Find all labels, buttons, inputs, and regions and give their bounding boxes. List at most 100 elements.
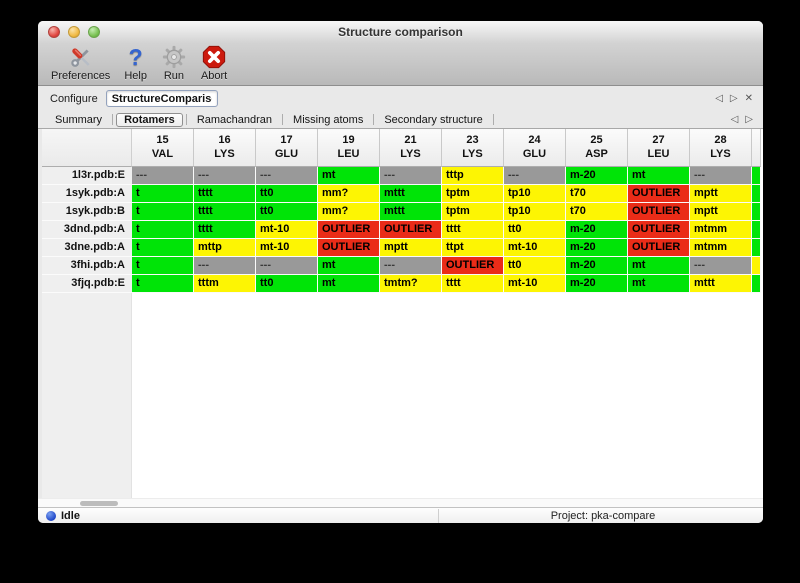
rotamer-cell[interactable]: tt0 [256, 275, 318, 293]
rotamer-cell[interactable]: ttpt [442, 239, 504, 257]
rotamer-cell[interactable]: tttt [194, 221, 256, 239]
row-label[interactable]: 3dne.pdb:A [42, 239, 132, 257]
rotamer-cell[interactable]: --- [690, 257, 752, 275]
rotamer-cell[interactable]: mt [318, 275, 380, 293]
rotamer-cell[interactable]: mttp [194, 239, 256, 257]
rotamer-cell[interactable]: mt [628, 167, 690, 185]
next-configure-icon[interactable]: ▷ [729, 92, 738, 104]
column-header[interactable]: 16 LYS [194, 129, 256, 167]
rotamer-cell[interactable]: --- [194, 257, 256, 275]
close-configure-icon[interactable]: ✕ [744, 92, 753, 104]
prev-tab-icon[interactable]: ◁ [730, 113, 739, 125]
rotamer-cell[interactable]: tttt [442, 275, 504, 293]
rotamer-cell[interactable]: mt-10 [256, 239, 318, 257]
row-label[interactable]: 1syk.pdb:A [42, 185, 132, 203]
rotamer-cell[interactable]: tttt [442, 221, 504, 239]
rotamer-cell[interactable]: mttt [690, 275, 752, 293]
rotamer-cell[interactable]: tttm [194, 275, 256, 293]
rotamer-cell[interactable]: t70 [566, 185, 628, 203]
rotamer-cell[interactable]: mtmm [690, 239, 752, 257]
rotamer-cell[interactable]: mttt [380, 185, 442, 203]
column-header[interactable]: 28 LYS [690, 129, 752, 167]
rotamer-cell[interactable]: OUTLIER [318, 221, 380, 239]
rotamer-cell[interactable]: mptt [380, 239, 442, 257]
rotamer-cell[interactable]: tt0 [504, 257, 566, 275]
rotamer-cell[interactable]: mt [628, 257, 690, 275]
rotamer-cell[interactable]: t [132, 257, 194, 275]
column-header[interactable]: 25 ASP [566, 129, 628, 167]
rotamer-cell[interactable]: --- [132, 167, 194, 185]
row-label[interactable]: 3fhi.pdb:A [42, 257, 132, 275]
tab-missing-atoms[interactable]: Missing atoms [293, 113, 364, 126]
rotamer-cell[interactable]: mt-10 [504, 275, 566, 293]
rotamer-cell[interactable]: tt0 [256, 203, 318, 221]
rotamer-cell[interactable]: t [132, 239, 194, 257]
column-header[interactable]: 24 GLU [504, 129, 566, 167]
rotamer-cell[interactable]: mptt [690, 185, 752, 203]
column-header[interactable]: 19 LEU [318, 129, 380, 167]
rotamer-cell[interactable]: t [132, 185, 194, 203]
rotamer-cell[interactable]: OUTLIER [628, 185, 690, 203]
rotamer-cell[interactable]: tp10 [504, 185, 566, 203]
rotamer-cell[interactable]: tttt [194, 185, 256, 203]
zoom-window-button[interactable] [88, 26, 100, 38]
column-header[interactable]: 21 LYS [380, 129, 442, 167]
rotamer-cell[interactable]: m-20 [566, 221, 628, 239]
rotamer-cell[interactable]: OUTLIER [380, 221, 442, 239]
horizontal-scrollbar[interactable] [38, 498, 763, 507]
rotamer-cell[interactable]: OUTLIER [318, 239, 380, 257]
rotamer-cell[interactable]: t [132, 203, 194, 221]
help-button[interactable]: ? Help [119, 43, 152, 83]
rotamer-cell[interactable]: mt [628, 275, 690, 293]
rotamer-cell[interactable]: t70 [566, 203, 628, 221]
rotamer-cell[interactable]: --- [256, 167, 318, 185]
rotamer-cell[interactable]: tp10 [504, 203, 566, 221]
rotamer-cell[interactable]: OUTLIER [442, 257, 504, 275]
row-label[interactable]: 3fjq.pdb:E [42, 275, 132, 293]
prev-configure-icon[interactable]: ◁ [715, 92, 723, 104]
rotamer-cell[interactable]: --- [256, 257, 318, 275]
rotamer-cell[interactable]: m-20 [566, 257, 628, 275]
rotamer-cell[interactable]: --- [380, 167, 442, 185]
column-header[interactable]: 27 LEU [628, 129, 690, 167]
rotamer-cell[interactable]: tt0 [256, 185, 318, 203]
rotamer-cell[interactable]: --- [380, 257, 442, 275]
close-window-button[interactable] [48, 26, 60, 38]
rotamer-cell[interactable]: mm? [318, 185, 380, 203]
rotamer-cell[interactable]: t [132, 275, 194, 293]
row-label[interactable]: 1syk.pdb:B [42, 203, 132, 221]
rotamer-cell[interactable]: t [132, 221, 194, 239]
column-header[interactable]: 23 LYS [442, 129, 504, 167]
rotamer-cell[interactable]: mtmm [690, 221, 752, 239]
run-button[interactable]: Run [156, 43, 192, 83]
scrollbar-thumb[interactable] [80, 501, 118, 506]
rotamer-cell[interactable]: m-20 [566, 275, 628, 293]
tab-summary[interactable]: Summary [55, 113, 103, 126]
rotamer-cell[interactable]: mttt [380, 203, 442, 221]
rotamer-cell[interactable]: OUTLIER [628, 203, 690, 221]
minimize-window-button[interactable] [68, 26, 80, 38]
abort-button[interactable]: Abort [196, 43, 232, 83]
rotamer-cell[interactable]: mm? [318, 203, 380, 221]
rotamer-cell[interactable]: --- [690, 167, 752, 185]
configure-name-input[interactable] [105, 90, 218, 107]
column-header[interactable]: 17 GLU [256, 129, 318, 167]
rotamer-cell[interactable]: OUTLIER [628, 239, 690, 257]
rotamer-cell[interactable]: --- [504, 167, 566, 185]
rotamer-cell[interactable]: m-20 [566, 167, 628, 185]
rotamer-cell[interactable]: --- [194, 167, 256, 185]
rotamer-cell[interactable]: mt [318, 257, 380, 275]
preferences-button[interactable]: Preferences [46, 43, 115, 83]
tab-rotamers[interactable]: Rotamers [116, 112, 183, 127]
row-label[interactable]: 1l3r.pdb:E [42, 167, 132, 185]
rotamer-cell[interactable]: mptt [690, 203, 752, 221]
rotamer-cell[interactable]: mt-10 [256, 221, 318, 239]
next-tab-icon[interactable]: ▷ [745, 113, 753, 125]
tab-ramachandran[interactable]: Ramachandran [196, 113, 273, 126]
rotamer-cell[interactable]: tttt [194, 203, 256, 221]
rotamer-cell[interactable]: OUTLIER [628, 221, 690, 239]
tab-secondary-structure[interactable]: Secondary structure [384, 113, 483, 126]
column-header[interactable]: 15 VAL [132, 129, 194, 167]
rotamer-cell[interactable]: tt0 [504, 221, 566, 239]
rotamer-cell[interactable]: tmtm? [380, 275, 442, 293]
